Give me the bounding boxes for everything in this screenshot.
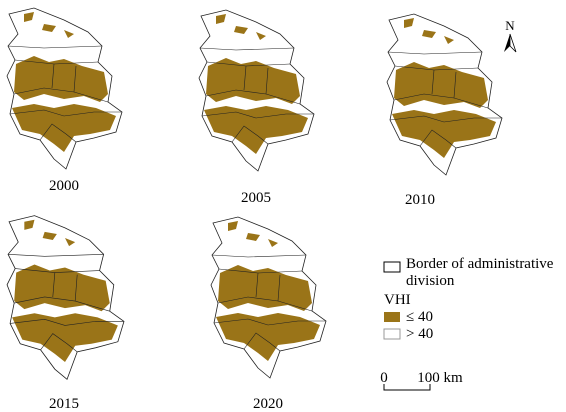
legend-border: Border of administrative bbox=[406, 256, 554, 272]
map-2000 bbox=[6, 7, 123, 170]
map-2020 bbox=[210, 216, 327, 379]
map-2015 bbox=[6, 215, 125, 380]
legend-item: > 40 bbox=[406, 326, 433, 342]
year-label: 2020 bbox=[253, 396, 283, 412]
year-label: 2015 bbox=[49, 396, 79, 412]
legend: Border of administrative division VHI ≤ … bbox=[383, 256, 554, 342]
north-label: N bbox=[505, 18, 515, 33]
legend-border: division bbox=[406, 273, 455, 289]
map-2005 bbox=[198, 9, 315, 172]
north-arrow: N bbox=[504, 18, 517, 53]
year-label: 2005 bbox=[241, 190, 271, 206]
scale-label: 0 bbox=[380, 370, 388, 386]
year-label: 2000 bbox=[49, 178, 79, 194]
legend-item: ≤ 40 bbox=[406, 309, 433, 325]
year-label: 2010 bbox=[405, 192, 435, 208]
scale-bar: 0 100 km bbox=[380, 370, 463, 391]
legend-title: VHI bbox=[384, 292, 411, 308]
scale-label: 100 km bbox=[417, 370, 463, 386]
map-2010 bbox=[386, 13, 503, 176]
